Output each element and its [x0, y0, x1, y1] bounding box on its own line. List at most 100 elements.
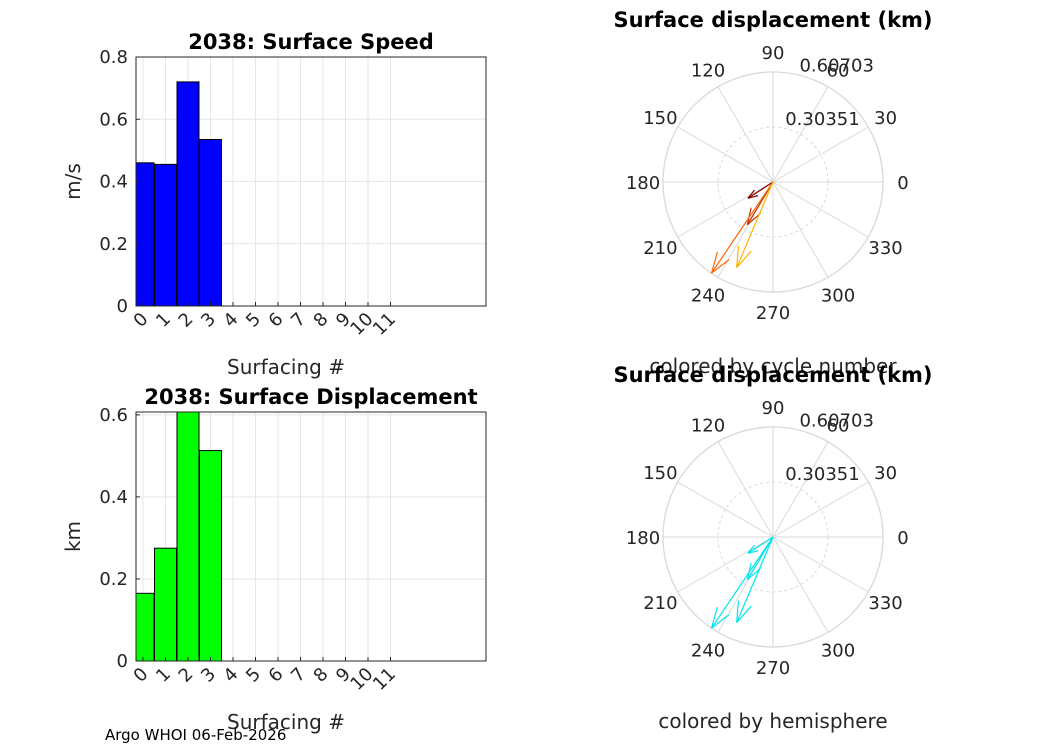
polar-bottom-angle-label: 300: [821, 641, 855, 662]
polar-bottom-rtick-label: 0.30351: [785, 464, 859, 485]
polar-top-spoke: [772, 181, 869, 238]
displacement-bar: [176, 412, 200, 661]
polar-bottom-angle-label: 90: [762, 398, 785, 419]
polar-top-angle-label: 30: [874, 108, 897, 129]
polar-top-vector: [736, 181, 774, 268]
speed-bar: [154, 163, 177, 306]
polar-bottom-rtick-label: 0.60703: [799, 411, 873, 432]
displacement-ytick-label: 0.2: [99, 569, 128, 590]
displacement-xlabel: Surfacing #: [227, 710, 345, 734]
speed-ytick-label: 0: [117, 296, 128, 317]
speed-xtick-label: 0: [130, 309, 153, 332]
polar-bottom-angle-label: 240: [691, 641, 725, 662]
polar-top-angle-label: 330: [868, 238, 902, 259]
displacement-xtick-label: 11: [369, 664, 400, 695]
speed-bar: [199, 138, 222, 306]
polar-bottom-spoke: [717, 441, 774, 538]
polar-bottom-vector: [736, 536, 774, 623]
polar-top-angle-label: 150: [643, 108, 677, 129]
polar-top-rtick-label: 0.30351: [785, 109, 859, 130]
displacement-bar: [136, 592, 155, 661]
polar-bottom-spoke: [772, 481, 869, 538]
polar-top-angle-label: 180: [626, 173, 660, 194]
polar-top-angle-label: 210: [643, 238, 677, 259]
polar-bottom-angle-label: 180: [626, 528, 660, 549]
displacement-xtick-label: 1: [152, 664, 175, 687]
speed-ytick-label: 0.4: [99, 172, 128, 193]
polar-bottom-vector-head: [747, 550, 759, 554]
polar-top-angle-label: 0: [897, 173, 908, 194]
speed-xtick-label: 2: [175, 309, 198, 332]
speed-ytick-label: 0.8: [99, 47, 128, 68]
polar-bottom-caption: colored by hemisphere: [658, 709, 887, 733]
displacement-xtick-label: 2: [175, 664, 198, 687]
polar-top-vector-head: [747, 189, 755, 199]
polar-bottom-chart: 0 30 60 90 120 150 180 210 240 270 300 330 0.30351 0.…: [613, 363, 932, 733]
polar-top-spoke: [772, 181, 829, 278]
speed-xlabel: Surfacing #: [227, 355, 345, 379]
polar-bottom-spoke: [772, 536, 869, 593]
displacement-bar: [154, 547, 177, 661]
polar-bottom-spoke: [677, 481, 774, 538]
speed-bars: [136, 81, 222, 306]
speed-xtick-label: 1: [152, 309, 175, 332]
displacement-ytick-label: 0.6: [99, 405, 128, 426]
polar-top-angle-label: 270: [756, 303, 790, 324]
polar-top-vector-head: [710, 251, 719, 274]
displacement-bars: [136, 412, 222, 661]
speed-xtick-label: 6: [265, 309, 288, 332]
polar-top-vector-head: [711, 259, 730, 274]
displacement-xtick-label: 4: [220, 664, 243, 687]
polar-bottom-spoke: [772, 536, 829, 633]
polar-top-spoke: [772, 126, 869, 183]
displacement-xtick-label: 6: [265, 664, 288, 687]
displacement-xtick-label: 3: [197, 664, 220, 687]
polar-bottom-angle-label: 60: [827, 415, 850, 436]
polar-bottom-vector: [747, 536, 774, 554]
displacement-axes-box: [135, 411, 487, 662]
polar-top-angle-label: 300: [821, 286, 855, 307]
displacement-xtick-label: 5: [242, 664, 265, 687]
speed-xtick-label: 8: [310, 309, 333, 332]
speed-bar: [136, 162, 155, 306]
polar-bottom-angle-label: 270: [756, 658, 790, 679]
polar-top-spoke: [677, 126, 774, 183]
speed-xtick-label: 11: [369, 309, 400, 340]
displacement-ytick-label: 0.4: [99, 487, 128, 508]
footer-label: Argo WHOI 06-Feb-2026: [105, 726, 287, 744]
polar-top-spoke: [772, 86, 829, 183]
polar-top-spoke: [717, 86, 774, 183]
polar-top-rtick-label: 0.60703: [799, 56, 873, 77]
polar-top-caption: colored by cycle number: [649, 354, 897, 378]
polar-bottom-vector-head: [747, 544, 755, 554]
polar-top-vector-head: [747, 195, 759, 199]
polar-bottom-vector: [710, 536, 774, 629]
speed-xtick-label: 4: [220, 309, 243, 332]
polar-top-angle-label: 60: [827, 60, 850, 81]
polar-top-title: Surface displacement (km): [613, 8, 932, 32]
polar-bottom-angle-label: 150: [643, 463, 677, 484]
polar-top-vector: [747, 181, 774, 199]
polar-bottom-angle-label: 330: [868, 593, 902, 614]
speed-title: 2038: Surface Speed: [188, 30, 434, 54]
polar-top-angle-label: 90: [762, 43, 785, 64]
speed-ytick-label: 0.6: [99, 109, 128, 130]
polar-bottom-vector-head: [710, 606, 719, 629]
speed-ytick-label: 0.2: [99, 234, 128, 255]
displacement-xtick-label: 8: [310, 664, 333, 687]
speed-xtick-label: 3: [197, 309, 220, 332]
displacement-ylabel: km: [61, 521, 85, 552]
polar-top-chart: 0 30 60 90 120 150 180 210 240 270 300 330 0.30351 0.…: [613, 8, 932, 378]
polar-top-spoke: [677, 181, 774, 238]
displacement-ytick-label: 0: [117, 651, 128, 672]
polar-top-vector-head: [736, 250, 752, 268]
displacement-bar: [199, 450, 222, 661]
polar-bottom-angle-label: 120: [691, 415, 725, 436]
polar-top-angle-label: 240: [691, 286, 725, 307]
displacement-xtick-label: 0: [130, 664, 153, 687]
polar-bottom-angle-label: 0: [897, 528, 908, 549]
displacement-title: 2038: Surface Displacement: [144, 385, 477, 409]
polar-bottom-angle-label: 210: [643, 593, 677, 614]
